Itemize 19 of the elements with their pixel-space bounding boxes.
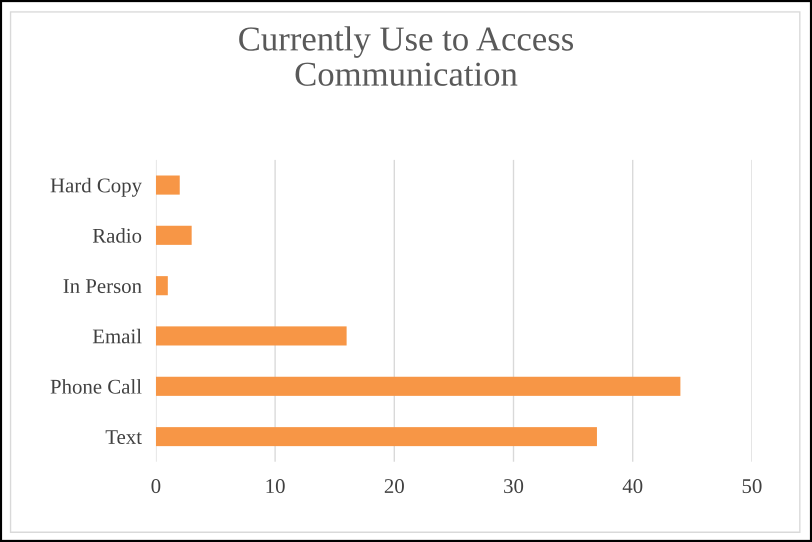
x-tick-label: 40 [622, 479, 642, 494]
bar [156, 276, 168, 296]
y-tick-label: Hard Copy [50, 178, 142, 197]
y-tick-label: Radio [92, 228, 142, 243]
x-tick-label: 10 [266, 479, 285, 494]
chart-title: Currently Use to Access Communication [239, 26, 574, 86]
x-tick-label: 30 [504, 479, 524, 494]
y-tick-label: Phone Call [50, 379, 142, 394]
bar [156, 175, 180, 195]
y-tick-label: Email [92, 328, 142, 344]
x-tick-label: 50 [742, 479, 762, 494]
bar [156, 427, 597, 446]
y-tick-label: Text [106, 430, 142, 444]
bar [156, 376, 680, 396]
y-tick-label: In Person [63, 279, 142, 294]
bar [156, 326, 347, 346]
x-tick-label: 0 [151, 479, 160, 494]
bar [156, 226, 192, 245]
x-tick-label: 20 [384, 479, 404, 494]
